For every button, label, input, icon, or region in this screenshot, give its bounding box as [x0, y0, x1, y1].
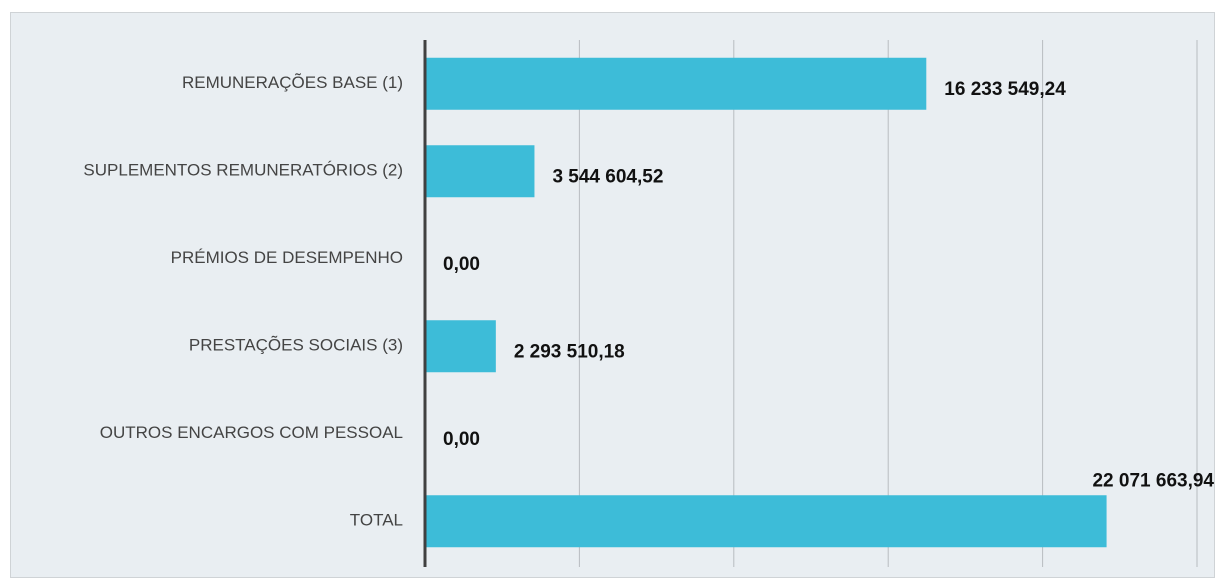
y-tick-label: OUTROS ENCARGOS COM PESSOAL [100, 423, 403, 442]
bar [425, 57, 927, 110]
y-tick-label: PRÉMIOS DE DESEMPENHO [171, 248, 403, 267]
bar [425, 495, 1107, 548]
value-label: 16 233 549,24 [944, 79, 1066, 100]
y-tick-label: TOTAL [350, 511, 403, 530]
bar [425, 320, 496, 373]
y-tick-label: SUPLEMENTOS REMUNERATÓRIOS (2) [83, 161, 403, 180]
value-label: 0,00 [443, 254, 480, 275]
value-label: 3 544 604,52 [552, 166, 663, 187]
value-label: 22 071 663,94 [1092, 470, 1214, 491]
value-label: 0,00 [443, 429, 480, 450]
y-tick-label: PRESTAÇÕES SOCIAIS (3) [189, 336, 403, 355]
value-label: 2 293 510,18 [514, 341, 625, 362]
y-tick-label: REMUNERAÇÕES BASE (1) [182, 73, 403, 92]
bar [425, 145, 535, 198]
